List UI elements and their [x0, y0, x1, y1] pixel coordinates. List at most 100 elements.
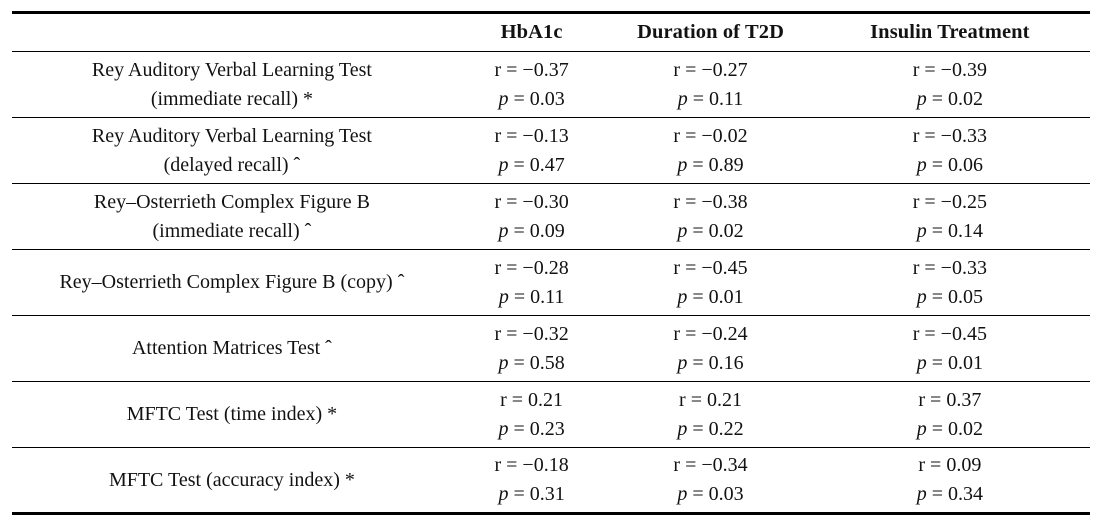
table-row: Rey–Osterrieth Complex Figure B (immedia… [12, 183, 1090, 250]
p-number: = 0.02 [926, 87, 983, 110]
hba1c-cell: r = −0.30 p = 0.09 [451, 183, 612, 250]
table-row: MFTC Test (time index) * r = 0.21 p = 0.… [12, 381, 1090, 448]
p-symbol: p [916, 483, 927, 505]
duration-t2d-cell: r = −0.38 p = 0.02 [611, 183, 810, 250]
p-number: = 0.34 [926, 483, 983, 505]
p-symbol: p [677, 351, 688, 374]
p-value: p = 0.02 [810, 85, 1090, 114]
p-value: p = 0.22 [611, 415, 809, 444]
p-number: = 0.89 [687, 153, 744, 176]
insulin-treatment-cell: r = −0.25 p = 0.14 [809, 183, 1090, 250]
r-value: r = −0.30 [494, 190, 569, 213]
duration-t2d-cell: r = −0.24 p = 0.16 [611, 315, 810, 382]
p-symbol: p [498, 351, 509, 374]
p-symbol: p [916, 417, 927, 440]
p-number: = 0.23 [508, 417, 565, 440]
p-number: = 0.01 [926, 351, 983, 374]
insulin-treatment-cell: r = −0.45 p = 0.01 [809, 315, 1090, 382]
p-symbol: p [916, 153, 927, 176]
p-symbol: p [498, 285, 509, 308]
header-row: HbA1c Duration of T2D Insulin Treatment [12, 12, 1090, 52]
test-name-line1: Rey–Osterrieth Complex Figure B (copy) ˆ [59, 271, 405, 293]
p-value: p = 0.02 [611, 217, 809, 246]
p-symbol: p [677, 87, 688, 110]
insulin-treatment-cell: r = −0.33 p = 0.05 [809, 249, 1090, 316]
test-name-line1: Rey Auditory Verbal Learning Test [91, 124, 372, 147]
r-value: r = −0.45 [912, 322, 987, 345]
p-symbol: p [498, 417, 509, 440]
test-name-line1: Rey–Osterrieth Complex Figure B [93, 190, 370, 213]
test-name-cell: Rey–Osterrieth Complex Figure B (copy) ˆ [12, 249, 452, 316]
table-row: Rey–Osterrieth Complex Figure B (copy) ˆ… [12, 249, 1090, 316]
table-row: Rey Auditory Verbal Learning Test (immed… [12, 51, 1090, 118]
test-name-cell: Attention Matrices Test ˆ [12, 315, 452, 382]
p-number: = 0.02 [926, 417, 983, 440]
p-number: = 0.01 [687, 285, 744, 308]
table-row: MFTC Test (accuracy index) * r = −0.18 p… [12, 448, 1090, 514]
header-insulin-treatment: Insulin Treatment [809, 12, 1090, 52]
p-symbol: p [677, 483, 688, 505]
test-name-line2: (delayed recall) ˆ [163, 153, 301, 176]
p-value: p = 0.03 [611, 480, 809, 509]
insulin-treatment-cell: r = 0.37 p = 0.02 [809, 381, 1090, 448]
p-value: p = 0.31 [452, 480, 612, 509]
test-name-line1: Rey Auditory Verbal Learning Test [91, 58, 372, 81]
p-symbol: p [677, 153, 688, 176]
r-value: r = 0.21 [679, 388, 742, 411]
r-value: r = −0.13 [494, 124, 569, 147]
table-row: Rey Auditory Verbal Learning Test (delay… [12, 117, 1090, 184]
correlation-table-container: HbA1c Duration of T2D Insulin Treatment … [12, 11, 1090, 515]
r-value: r = −0.24 [673, 322, 748, 345]
r-value: r = 0.21 [500, 388, 564, 411]
p-value: p = 0.58 [452, 349, 612, 378]
table-row: Attention Matrices Test ˆ r = −0.32 p = … [12, 315, 1090, 382]
p-value: p = 0.23 [452, 415, 612, 444]
r-value: r = −0.02 [673, 124, 748, 147]
p-value: p = 0.14 [810, 217, 1090, 246]
p-number: = 0.11 [687, 87, 744, 110]
hba1c-cell: r = −0.13 p = 0.47 [451, 117, 612, 184]
p-number: = 0.22 [687, 417, 744, 440]
p-number: = 0.11 [508, 285, 565, 308]
p-value: p = 0.16 [611, 349, 809, 378]
duration-t2d-cell: r = −0.02 p = 0.89 [611, 117, 810, 184]
p-value: p = 0.11 [452, 283, 612, 312]
p-value: p = 0.03 [452, 85, 612, 114]
hba1c-cell: r = −0.18 p = 0.31 [452, 448, 612, 514]
p-value: p = 0.89 [611, 151, 809, 180]
p-symbol: p [498, 219, 509, 242]
r-value: r = −0.32 [494, 322, 569, 345]
r-value: r = −0.25 [912, 190, 987, 213]
p-value: p = 0.47 [452, 151, 612, 180]
test-name-line1: MFTC Test (time index) * [126, 403, 338, 425]
test-name-cell: MFTC Test (time index) * [12, 381, 452, 448]
test-name-cell: Rey Auditory Verbal Learning Test (immed… [12, 51, 452, 118]
test-name-cell: Rey Auditory Verbal Learning Test (delay… [12, 117, 452, 184]
test-name-line1: MFTC Test (accuracy index) * [108, 468, 355, 491]
p-number: = 0.03 [508, 87, 565, 110]
p-number: = 0.31 [508, 483, 565, 505]
hba1c-cell: r = −0.37 p = 0.03 [451, 51, 612, 118]
r-value: r = −0.37 [494, 58, 569, 81]
test-name-line1: Attention Matrices Test ˆ [131, 337, 332, 359]
r-value: r = −0.39 [912, 58, 987, 81]
r-value: r = 0.37 [918, 388, 982, 411]
test-name-cell: MFTC Test (accuracy index) * [12, 448, 452, 514]
test-name-line2: (immediate recall) ˆ [152, 219, 312, 242]
p-symbol: p [498, 153, 509, 176]
p-number: = 0.16 [687, 351, 744, 374]
duration-t2d-cell: r = −0.34 p = 0.03 [611, 448, 809, 514]
header-empty [12, 12, 452, 52]
p-number: = 0.03 [687, 483, 744, 505]
p-number: = 0.02 [687, 219, 744, 242]
insulin-treatment-cell: r = −0.39 p = 0.02 [809, 51, 1090, 118]
p-symbol: p [498, 87, 509, 110]
test-name-line2: (immediate recall) * [150, 87, 313, 110]
p-value: p = 0.01 [611, 283, 809, 312]
p-symbol: p [916, 351, 927, 374]
hba1c-cell: r = 0.21 p = 0.23 [451, 381, 612, 448]
r-value: r = −0.34 [673, 454, 748, 476]
p-number: = 0.14 [926, 219, 983, 242]
p-symbol: p [916, 285, 927, 308]
p-number: = 0.47 [508, 153, 565, 176]
